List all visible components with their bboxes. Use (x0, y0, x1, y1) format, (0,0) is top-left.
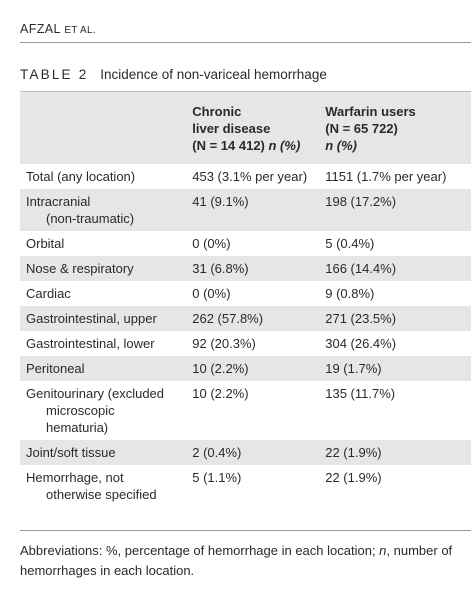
cell-warfarin-value: 5 (0.4%) (325, 236, 375, 251)
table-caption: TABLE 2 Incidence of non-variceal hemorr… (20, 67, 327, 82)
cell-warfarin-value: 198 (17.2%) (325, 194, 397, 209)
footnote-n-symbol: n (379, 543, 387, 558)
running-head-author: AFZAL (20, 22, 61, 36)
header-cld-line2: liver disease (192, 121, 271, 136)
table-row: Gastrointestinal, lower 92 (20.3%) 304 (26… (20, 331, 471, 356)
location-label-continued: microscopic (46, 403, 115, 418)
cell-warfarin-value: 19 (1.7%) (325, 361, 382, 376)
hemorrhage-table: Chronic liver disease (N = 14 412) n (%)… (20, 91, 471, 509)
location-label-continued: hematuria) (46, 420, 109, 435)
table-header: Chronic liver disease (N = 14 412) n (%)… (20, 91, 471, 165)
header-warfarin: Warfarin users (N = 65 722) n (%) (325, 92, 471, 165)
header-warfarin-line1: Warfarin users (325, 104, 416, 119)
cell-cld-value: 10 (2.2%) (192, 386, 249, 401)
location-label: Hemorrhage, not (26, 470, 124, 485)
cell-cld-value: 453 (3.1% per year) (192, 169, 308, 184)
cell-location: Joint/soft tissue (20, 440, 192, 465)
cell-location: Cardiac (20, 281, 192, 306)
cell-location: Total (any location) (20, 164, 192, 189)
location-label: Gastrointestinal, lower (26, 336, 155, 351)
table-row: Total (any location) 453 (3.1% per year) 1… (20, 164, 471, 189)
cell-cld-value: 0 (0%) (192, 236, 231, 251)
header-warfarin-line3: n (%) (325, 138, 358, 153)
cell-cld-value: 262 (57.8%) (192, 311, 264, 326)
header-cld-line1: Chronic (192, 104, 242, 119)
footnote-suffix: , number of hemorrhages in each location… (20, 543, 453, 578)
cell-warfarin-value: 22 (1.9%) (325, 445, 382, 460)
location-label: Joint/soft tissue (26, 445, 116, 460)
table-header-row: Chronic liver disease (N = 14 412) n (%)… (20, 91, 471, 165)
cell-cld-value: 5 (1.1%) (192, 470, 242, 485)
location-label: Peritoneal (26, 361, 85, 376)
cell-warfarin-value: 1151 (1.7% per year) (325, 169, 447, 184)
cell-warfarin-value: 9 (0.8%) (325, 286, 375, 301)
cell-location: Intracranial (non-traumatic) (20, 189, 192, 231)
table-row: Hemorrhage, not otherwise specified 5 (1.1… (20, 465, 471, 509)
cell-location: Orbital (20, 231, 192, 256)
cell-cld-value: 31 (6.8%) (192, 261, 249, 276)
location-label-continued: (non-traumatic) (46, 211, 135, 226)
location-label: Intracranial (26, 194, 91, 209)
header-cld: Chronic liver disease (N = 14 412) n (%) (192, 92, 325, 165)
header-divider (20, 42, 471, 43)
table-row: Joint/soft tissue 2 (0.4%) 22 (1.9%) (20, 440, 471, 465)
cell-cld-value: 0 (0%) (192, 286, 231, 301)
header-warfarin-line2: (N = 65 722) (325, 121, 398, 136)
cell-location: Genitourinary (excluded microscopic hematu… (20, 381, 192, 440)
table-row: Gastrointestinal, upper 262 (57.8%) 271 (2… (20, 306, 471, 331)
header-cld-line3: (N = 14 412) n (%) (192, 137, 325, 154)
location-label-continued: otherwise specified (46, 487, 157, 502)
table-label: TABLE 2 (20, 67, 89, 82)
cell-location: Peritoneal (20, 356, 192, 381)
table-row: Cardiac 0 (0%) 9 (0.8%) (20, 281, 471, 306)
running-head-etal: ET AL. (64, 25, 96, 36)
cell-warfarin-value: 22 (1.9%) (325, 470, 382, 485)
location-label: Orbital (26, 236, 65, 251)
cell-cld-value: 2 (0.4%) (192, 445, 242, 460)
location-label: Nose & respiratory (26, 261, 134, 276)
cell-location: Gastrointestinal, upper (20, 306, 192, 331)
running-head: AFZAL ET AL. (20, 22, 96, 36)
header-location (20, 92, 192, 165)
cell-location: Hemorrhage, not otherwise specified (20, 465, 192, 509)
table-title: Incidence of non-variceal hemorrhage (100, 67, 327, 82)
table-row: Genitourinary (excluded microscopic hematu… (20, 381, 471, 440)
location-label: Total (any location) (26, 169, 136, 184)
table-row: Peritoneal 10 (2.2%) 19 (1.7%) (20, 356, 471, 381)
table-row: Intracranial (non-traumatic) 41 (9.1%) 198 … (20, 189, 471, 231)
cell-cld-value: 41 (9.1%) (192, 194, 249, 209)
table-body: Total (any location) 453 (3.1% per year) 1… (20, 164, 471, 509)
cell-warfarin-value: 304 (26.4%) (325, 336, 397, 351)
cell-cld-value: 10 (2.2%) (192, 361, 249, 376)
header-cld-n: (N = 14 412) (192, 138, 265, 153)
header-cld-unit: n (%) (268, 138, 301, 153)
footnote-prefix: Abbreviations: %, percentage of hemorrha… (20, 543, 380, 558)
table-row: Nose & respiratory 31 (6.8%) 166 (14.4%) (20, 256, 471, 281)
cell-location: Nose & respiratory (20, 256, 192, 281)
table-bottom-divider (20, 530, 471, 531)
cell-warfarin-value: 135 (11.7%) (325, 386, 396, 401)
table-row: Orbital 0 (0%) 5 (0.4%) (20, 231, 471, 256)
cell-warfarin-value: 166 (14.4%) (325, 261, 397, 276)
cell-warfarin-value: 271 (23.5%) (325, 311, 397, 326)
table-footnote: Abbreviations: %, percentage of hemorrha… (20, 541, 465, 581)
location-label: Genitourinary (excluded (26, 386, 165, 401)
cell-cld-value: 92 (20.3%) (192, 336, 256, 351)
location-label: Cardiac (26, 286, 71, 301)
cell-location: Gastrointestinal, lower (20, 331, 192, 356)
location-label: Gastrointestinal, upper (26, 311, 157, 326)
